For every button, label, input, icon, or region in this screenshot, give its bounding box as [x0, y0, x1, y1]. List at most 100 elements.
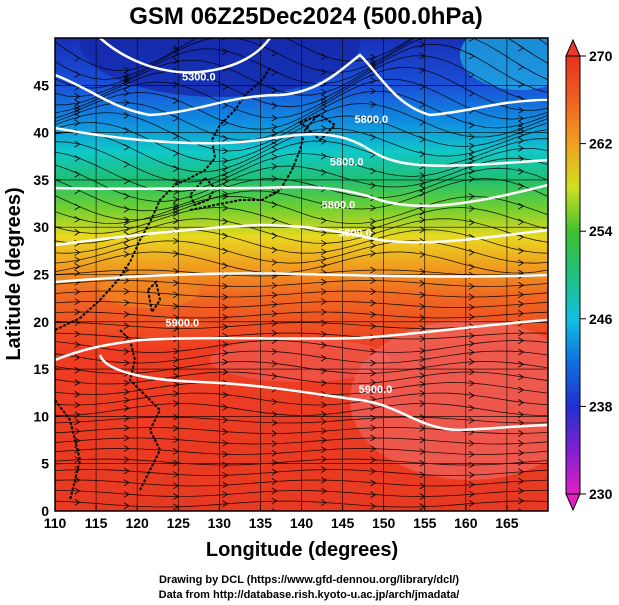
- streamline-arrow: [173, 165, 180, 172]
- streamline-arrow: [173, 448, 180, 455]
- streamline-arrow: [468, 481, 475, 489]
- streamline: [55, 448, 548, 455]
- colorbar: 230 238 246 254 262 270: [565, 38, 613, 512]
- streamline-arrow: [123, 277, 130, 284]
- contour-label: 5900.0: [166, 318, 200, 330]
- streamline-arrow: [518, 281, 525, 289]
- salmon-band: [210, 338, 390, 382]
- streamline-arrow: [370, 288, 377, 295]
- streamline-arrow: [370, 467, 377, 475]
- streamline-arrow: [271, 163, 278, 170]
- streamline-arrow: [123, 143, 130, 151]
- streamline-arrow: [320, 456, 327, 463]
- contour-labels: 5300.0 5800.0 5800.0 5800.0 5800.0 5900.0 5900…: [166, 72, 393, 396]
- streamline-arrow: [320, 288, 327, 295]
- streamline-arrow: [222, 313, 229, 321]
- streamline: [55, 195, 548, 225]
- streamline-arrow: [173, 390, 180, 398]
- streamline-arrow: [419, 119, 426, 126]
- streamline-arrow: [74, 215, 81, 223]
- streamline-arrow: [123, 127, 130, 134]
- contour-inner: [99, 38, 272, 74]
- streamline: [55, 229, 548, 254]
- streamline-arrow: [222, 102, 229, 109]
- streamline: [55, 490, 548, 497]
- streamline-arrow: [173, 372, 180, 380]
- streamline-arrow: [320, 97, 327, 105]
- streamline-arrow: [518, 487, 525, 495]
- streamline: [55, 251, 548, 274]
- streamline-arrow: [419, 172, 426, 179]
- streamline-arrow: [173, 50, 180, 58]
- streamline-arrow: [271, 123, 278, 131]
- streamline-arrow: [123, 89, 130, 97]
- streamline-arrow: [419, 179, 426, 187]
- streamline-arrow: [74, 71, 81, 78]
- y-tick-label: 30: [33, 219, 49, 235]
- colorbar-max-arrow: [565, 38, 581, 57]
- streamline-arrow: [518, 430, 525, 437]
- contour-label: 5800.0: [338, 228, 372, 240]
- streamline: [55, 311, 548, 319]
- streamline-arrow: [74, 390, 81, 398]
- coast-borneo-vietnam: [55, 399, 82, 501]
- streamline: [55, 301, 548, 308]
- streamline-arrow: [320, 125, 327, 132]
- streamline-arrow: [271, 440, 278, 447]
- streamline-arrow: [222, 323, 229, 331]
- streamline-arrow: [518, 137, 525, 144]
- salmon-patch: [350, 320, 548, 480]
- streamline: [55, 403, 548, 416]
- streamline-arrow: [74, 330, 81, 338]
- streamline-arrow: [518, 419, 525, 427]
- streamline-arrow: [468, 248, 475, 256]
- x-tick-label: 135: [249, 515, 273, 531]
- streamline-arrow: [271, 410, 278, 418]
- y-tick-label: 40: [33, 125, 49, 141]
- streamline-arrow: [123, 502, 130, 510]
- streamline-arrow: [74, 401, 81, 409]
- streamline-arrow: [271, 141, 278, 149]
- streamline-arrow: [419, 83, 426, 91]
- streamline-arrow: [123, 250, 130, 258]
- streamline-arrow: [222, 38, 227, 41]
- streamline-arrow: [468, 121, 475, 129]
- streamline-arrow: [222, 303, 229, 311]
- streamline-arrow: [370, 491, 377, 498]
- streamline-arrow: [222, 147, 229, 155]
- streamline-arrow: [468, 219, 475, 226]
- streamline-arrow: [271, 468, 278, 476]
- plot-area: 5300.0 5800.0 5800.0 5800.0 5800.0 5900.0 5900…: [55, 31, 548, 511]
- x-axis-ticks: 110 115 120 125 130 135 140 145 150 155 160 165: [44, 505, 519, 531]
- streamline-arrow: [222, 190, 229, 198]
- streamline-arrow: [518, 218, 525, 226]
- streamline-arrow: [74, 308, 81, 316]
- streamline-arrow: [320, 278, 327, 286]
- colorbar-tick-label: 270: [589, 48, 613, 64]
- streamline-arrow: [370, 242, 377, 249]
- streamline-arrow: [123, 404, 130, 412]
- streamline-arrow: [518, 247, 525, 255]
- colorbar-tick-label: 262: [589, 136, 613, 152]
- streamline-arrow: [320, 487, 327, 495]
- streamline-arrow: [74, 427, 81, 435]
- streamline-arrow: [320, 217, 327, 224]
- streamline-arrow: [468, 358, 475, 366]
- streamline-arrow: [370, 218, 377, 225]
- contour-5900-south: [98, 354, 548, 432]
- streamline: [55, 458, 548, 466]
- streamline-arrow: [518, 468, 525, 475]
- streamline-arrow: [272, 31, 277, 37]
- streamline-arrow: [123, 237, 130, 244]
- streamline-arrow: [123, 490, 130, 498]
- streamline-arrow: [271, 419, 278, 427]
- streamline-arrow: [74, 106, 81, 113]
- streamline: [55, 218, 548, 244]
- streamline-arrow: [222, 439, 229, 447]
- coast-korea: [188, 176, 217, 207]
- streamline-arrow: [271, 310, 278, 318]
- streamline: [55, 350, 548, 364]
- streamline-arrow: [468, 451, 475, 458]
- streamline-arrow: [173, 459, 180, 467]
- streamline-arrow: [370, 414, 377, 422]
